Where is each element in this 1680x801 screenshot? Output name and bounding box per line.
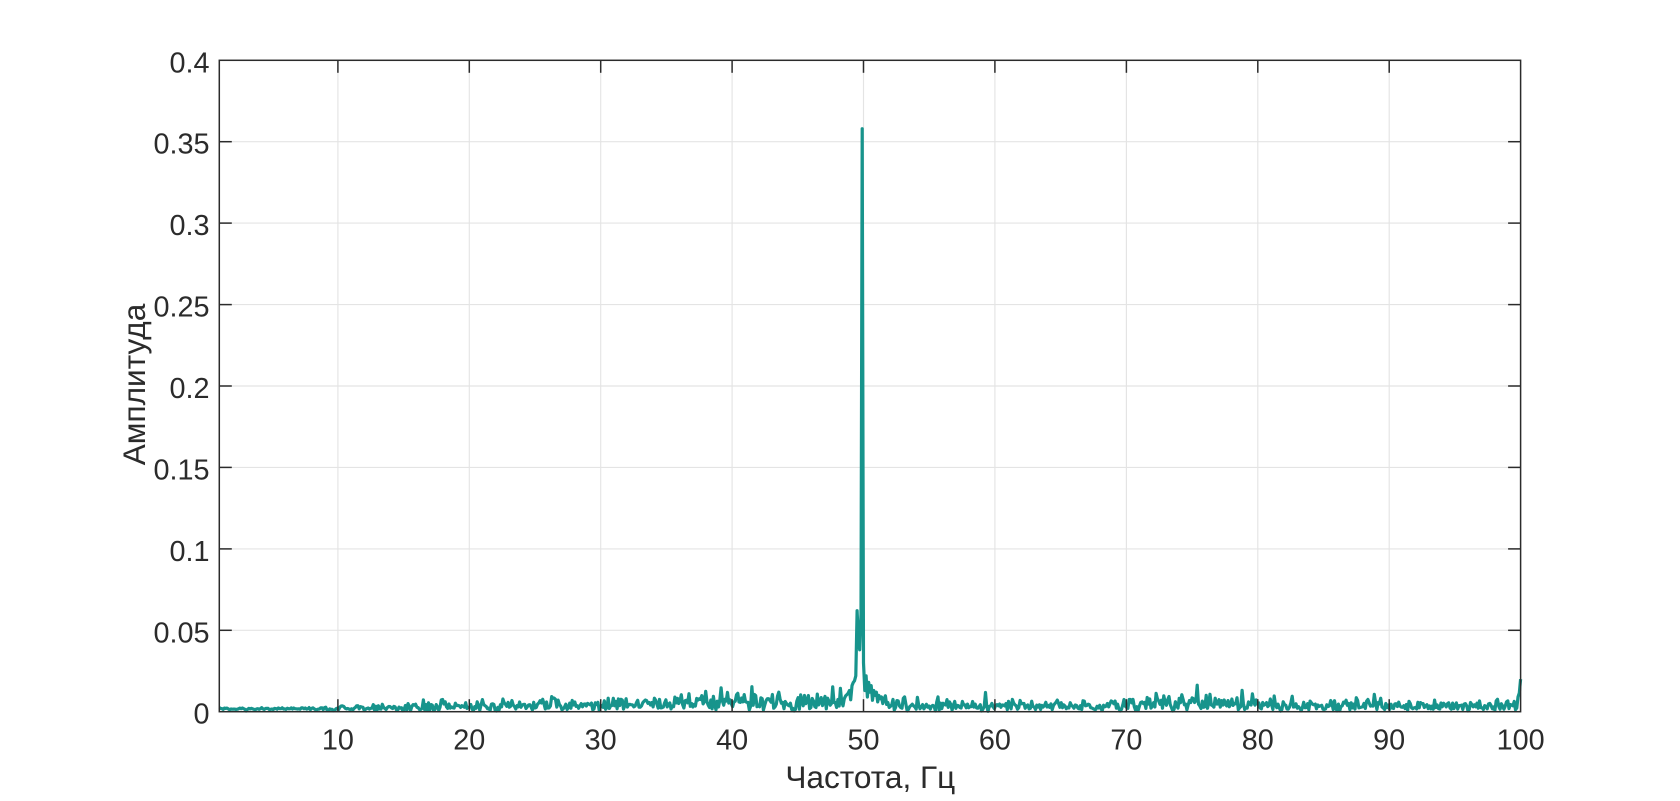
svg-text:30: 30: [585, 724, 617, 756]
svg-text:0.15: 0.15: [153, 454, 209, 486]
svg-text:100: 100: [1497, 724, 1545, 756]
svg-text:0.3: 0.3: [169, 210, 209, 242]
svg-text:80: 80: [1242, 724, 1274, 756]
svg-text:0.1: 0.1: [169, 536, 209, 568]
svg-text:Частота, Гц: Частота, Гц: [785, 759, 955, 795]
svg-text:70: 70: [1110, 724, 1142, 756]
svg-text:0: 0: [193, 699, 209, 731]
svg-text:Амплитуда: Амплитуда: [116, 303, 152, 465]
svg-text:0.35: 0.35: [153, 129, 209, 161]
svg-text:0.4: 0.4: [169, 47, 209, 79]
svg-text:0.25: 0.25: [153, 292, 209, 324]
svg-text:0.2: 0.2: [169, 373, 209, 405]
svg-text:20: 20: [453, 724, 485, 756]
svg-text:40: 40: [716, 724, 748, 756]
svg-text:60: 60: [979, 724, 1011, 756]
svg-text:10: 10: [322, 724, 354, 756]
svg-text:50: 50: [847, 724, 879, 756]
svg-text:0.05: 0.05: [153, 617, 209, 649]
svg-text:90: 90: [1373, 724, 1405, 756]
